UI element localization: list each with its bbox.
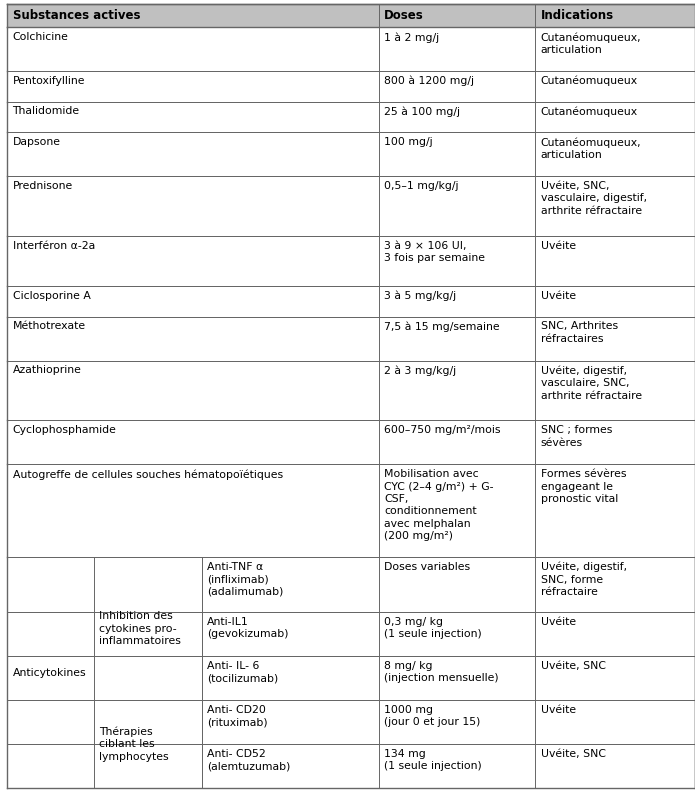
Text: Cyclophosphamide: Cyclophosphamide [13,426,116,435]
Text: 1000 mg
(jour 0 et jour 15): 1000 mg (jour 0 et jour 15) [384,705,481,727]
Text: Dapsone: Dapsone [13,137,60,147]
Text: 600–750 mg/m²/mois: 600–750 mg/m²/mois [384,426,501,435]
Text: Uvéite, digestif,
SNC, forme
réfractaire: Uvéite, digestif, SNC, forme réfractaire [541,562,627,598]
Text: Anti-IL1
(gevokizumab): Anti-IL1 (gevokizumab) [207,617,288,639]
Text: Cutanéomuqueux: Cutanéomuqueux [541,76,638,86]
Text: 3 à 5 mg/kg/j: 3 à 5 mg/kg/j [384,291,457,302]
Text: Anti-TNF α
(infliximab)
(adalimumab): Anti-TNF α (infliximab) (adalimumab) [207,562,284,597]
Text: Anticytokines: Anticytokines [13,667,86,678]
Text: 800 à 1200 mg/j: 800 à 1200 mg/j [384,76,474,86]
Text: 0,3 mg/ kg
(1 seule injection): 0,3 mg/ kg (1 seule injection) [384,617,482,639]
Text: Thalidomide: Thalidomide [13,106,80,117]
Text: Substances actives: Substances actives [13,9,140,22]
Text: Colchicine: Colchicine [13,32,68,42]
Text: Prednisone: Prednisone [13,181,73,191]
Text: Méthotrexate: Méthotrexate [13,322,85,331]
Text: Uvéite, digestif,
vasculaire, SNC,
arthrite réfractaire: Uvéite, digestif, vasculaire, SNC, arthr… [541,366,642,401]
Text: Anti- CD52
(alemtuzumab): Anti- CD52 (alemtuzumab) [207,749,291,771]
Text: Formes sévères
engageant le
pronostic vital: Formes sévères engageant le pronostic vi… [541,469,626,504]
Text: Uvéite, SNC,
vasculaire, digestif,
arthrite réfractaire: Uvéite, SNC, vasculaire, digestif, arthr… [541,181,647,216]
Text: Pentoxifylline: Pentoxifylline [13,76,85,86]
Text: Autogreffe de cellules souches hématopoïétiques: Autogreffe de cellules souches hématopoï… [13,469,283,480]
Text: Anti- IL- 6
(tocilizumab): Anti- IL- 6 (tocilizumab) [207,661,279,683]
Text: Uvéite: Uvéite [541,241,576,251]
Text: SNC ; formes
sévères: SNC ; formes sévères [541,426,612,448]
Text: 7,5 à 15 mg/semaine: 7,5 à 15 mg/semaine [384,322,500,332]
Text: Interféron α-2a: Interféron α-2a [13,241,95,251]
Text: 1 à 2 mg/j: 1 à 2 mg/j [384,32,439,42]
Text: Indications: Indications [541,9,614,22]
Text: 3 à 9 × 106 UI,
3 fois par semaine: 3 à 9 × 106 UI, 3 fois par semaine [384,241,485,263]
Text: Uvéite, SNC: Uvéite, SNC [541,749,606,759]
Text: Thérapies
ciblant les
lymphocytes: Thérapies ciblant les lymphocytes [99,726,169,762]
Text: Cutanéomuqueux: Cutanéomuqueux [541,106,638,117]
Text: Doses: Doses [384,9,424,22]
Text: 134 mg
(1 seule injection): 134 mg (1 seule injection) [384,749,482,771]
Text: Mobilisation avec
CYC (2–4 g/m²) + G-
CSF,
conditionnement
avec melphalan
(200 m: Mobilisation avec CYC (2–4 g/m²) + G- CS… [384,469,494,541]
Text: 8 mg/ kg
(injection mensuelle): 8 mg/ kg (injection mensuelle) [384,661,499,683]
Text: Anti- CD20
(rituximab): Anti- CD20 (rituximab) [207,705,268,727]
Text: Cutanéomuqueux,
articulation: Cutanéomuqueux, articulation [541,32,641,55]
Bar [7,4,695,27]
Text: Inhibition des
cytokines pro-
inflammatoires: Inhibition des cytokines pro- inflammato… [99,611,181,646]
Text: 25 à 100 mg/j: 25 à 100 mg/j [384,106,460,117]
Text: Ciclosporine A: Ciclosporine A [13,291,90,301]
Text: Azathioprine: Azathioprine [13,366,81,375]
Text: Cutanéomuqueux,
articulation: Cutanéomuqueux, articulation [541,137,641,160]
Text: Doses variables: Doses variables [384,562,471,572]
Text: Uvéite, SNC: Uvéite, SNC [541,661,606,671]
Text: 0,5–1 mg/kg/j: 0,5–1 mg/kg/j [384,181,459,191]
Text: Uvéite: Uvéite [541,291,576,301]
Text: Uvéite: Uvéite [541,617,576,627]
Text: 100 mg/j: 100 mg/j [384,137,433,147]
Text: SNC, Arthrites
réfractaires: SNC, Arthrites réfractaires [541,322,618,344]
Text: 2 à 3 mg/kg/j: 2 à 3 mg/kg/j [384,366,457,376]
Text: Uvéite: Uvéite [541,705,576,715]
